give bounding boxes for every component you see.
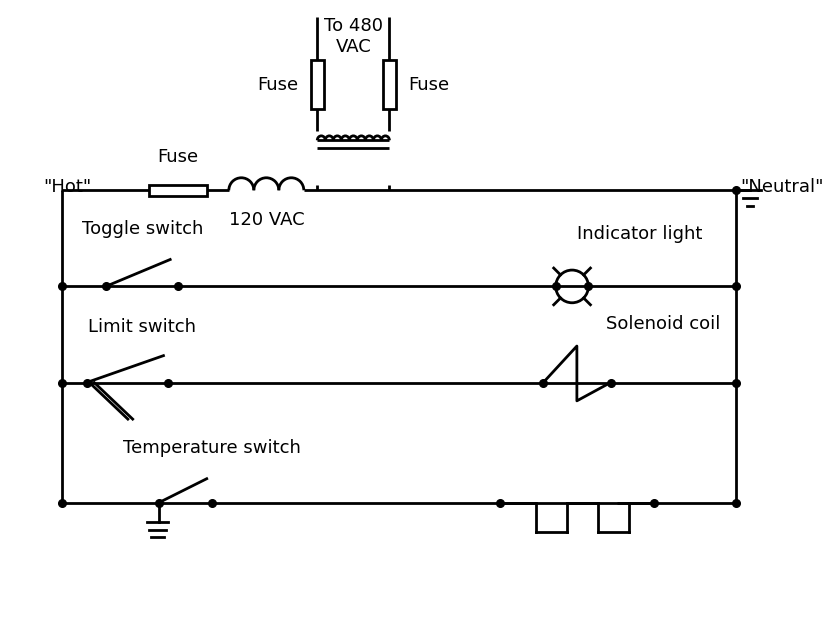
Text: Fuse: Fuse — [257, 76, 298, 93]
Text: Indicator light: Indicator light — [576, 225, 702, 243]
Text: Toggle switch: Toggle switch — [82, 220, 203, 238]
Text: To 480
VAC: To 480 VAC — [324, 17, 383, 56]
Text: Fuse: Fuse — [409, 76, 450, 93]
Text: Limit switch: Limit switch — [88, 319, 196, 337]
Text: "Hot": "Hot" — [43, 179, 92, 196]
Text: Temperature switch: Temperature switch — [123, 438, 300, 456]
Text: Fuse: Fuse — [158, 148, 198, 166]
Text: "Neutral": "Neutral" — [741, 179, 824, 196]
Bar — [383, 60, 395, 109]
Bar — [149, 185, 207, 196]
Text: Solenoid coil: Solenoid coil — [606, 315, 721, 333]
Bar — [311, 60, 324, 109]
Text: 120 VAC: 120 VAC — [229, 211, 304, 229]
